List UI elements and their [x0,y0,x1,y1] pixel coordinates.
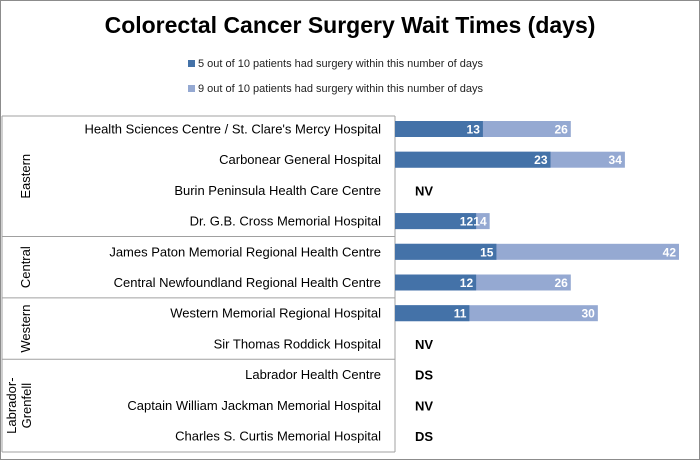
missing-data-label: DS [415,429,433,444]
category-label: Western Memorial Regional Hospital [170,306,381,321]
data-label-median: 23 [534,153,548,167]
category-label: Charles S. Curtis Memorial Hospital [175,429,381,444]
bar-median [395,305,470,322]
data-label-90th: 42 [663,245,677,259]
data-label-median: 13 [467,123,481,137]
bar-median [395,243,497,260]
legend-swatch [188,60,195,67]
data-label-median: 12 [460,215,474,229]
data-label-90th: 34 [609,153,623,167]
category-label: Burin Peninsula Health Care Centre [174,183,381,198]
group-label-eastern: Eastern [18,154,33,199]
category-label: Carbonear General Hospital [219,152,381,167]
category-label: Sir Thomas Roddick Hospital [214,336,381,351]
data-label-90th: 26 [554,276,568,290]
category-label: Central Newfoundland Regional Health Cen… [114,275,381,290]
group-label-western: Western [18,305,33,353]
bar-median [395,121,483,137]
data-label-median: 12 [460,276,474,290]
category-label: Dr. G.B. Cross Memorial Hospital [190,214,382,229]
bar-median [395,213,477,230]
data-label-90th: 30 [581,307,595,321]
legend-label: 5 out of 10 patients had surgery within … [198,58,483,70]
category-label: Health Sciences Centre / St. Clare's Mer… [84,122,381,137]
group-label-labrador-grenfell: Labrador-Grenfell [4,377,34,433]
data-label-median: 11 [454,307,467,321]
category-label: Captain William Jackman Memorial Hospita… [127,398,381,413]
group-label-central: Central [18,246,33,288]
missing-data-label: DS [415,368,433,383]
data-label-median: 15 [480,245,494,259]
legend-item-median: 5 out of 10 patients had surgery within … [188,58,483,70]
category-label: James Paton Memorial Regional Health Cen… [109,244,381,259]
legend-item-90th: 9 out of 10 patients had surgery within … [188,83,483,95]
data-label-90th: 14 [473,215,487,229]
missing-data-label: NV [415,183,433,198]
data-label-90th: 26 [554,123,568,137]
legend-label: 9 out of 10 patients had surgery within … [198,83,483,95]
chart-title: Colorectal Cancer Surgery Wait Times (da… [104,12,596,38]
category-label: Labrador Health Centre [245,367,381,382]
legend-swatch [188,85,195,92]
missing-data-label: NV [415,337,433,352]
bar-median [395,274,477,291]
missing-data-label: NV [415,398,433,413]
bar-median [395,151,551,168]
